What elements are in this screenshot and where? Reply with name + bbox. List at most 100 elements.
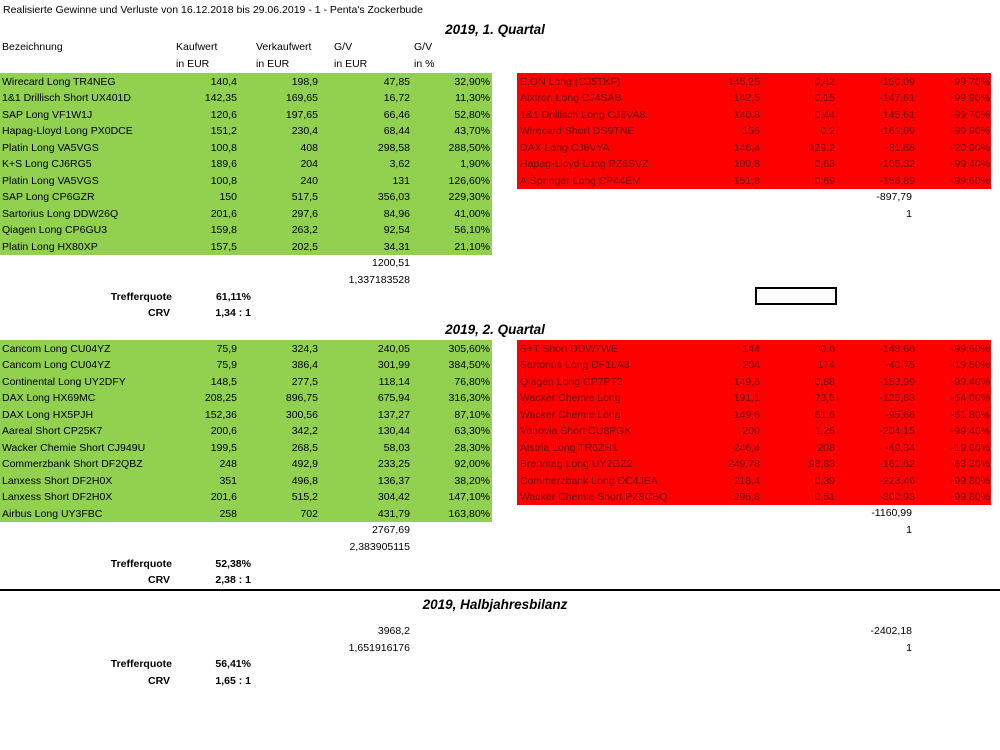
gain-name: Lanxess Short DF2H0X [2, 491, 113, 503]
gain-value: 675,94 [377, 392, 410, 404]
gain-value: 148,5 [210, 375, 237, 388]
gain-value: 431,79 [377, 507, 410, 520]
loss-name: 1&1 Drillisch Long CJ6VA8 [520, 108, 646, 121]
gain-value: 298,58 [377, 141, 410, 154]
loss-name: Hapag-Lloyd Long PZ6SVZ [520, 158, 649, 170]
loss-value: 191,1 [733, 392, 760, 404]
loss-value: 156 [742, 125, 760, 137]
gain-value: 515,2 [291, 491, 318, 503]
loss-name: E.ON Long (CJ5TKF) [520, 75, 621, 88]
gain-value: 21,10% [454, 240, 490, 253]
gain-value: 304,42 [377, 491, 410, 503]
gain-name: Platin Long VA5VGS [2, 174, 99, 187]
gain-name: Airbus Long UY3FBC [2, 507, 103, 520]
loss-value: -99,60% [950, 174, 990, 187]
gain-value: 43,70% [454, 125, 490, 137]
gain-value: 240,05 [377, 342, 410, 355]
loss-name: Vonovia Short CU8PGK [520, 425, 632, 437]
loss-value: -161,09 [879, 125, 915, 137]
loss-value: -99,80% [950, 474, 990, 487]
section-title: 2019, 2. Quartal [445, 322, 545, 337]
gain-value: 198,9 [291, 75, 318, 88]
losses-ratio: 1 [906, 524, 912, 536]
loss-value: -223,46 [879, 474, 915, 487]
gain-value: 136,37 [377, 474, 410, 487]
loss-value: 73,5 [814, 392, 835, 404]
gain-value: 52,80% [454, 108, 490, 121]
gain-value: 189,6 [210, 158, 237, 170]
gain-value: 201,6 [210, 207, 237, 220]
column-header: Kaufwert [176, 41, 218, 53]
loss-name: Aixtron Long CJ4SAB [520, 92, 622, 104]
gain-value: 201,6 [210, 491, 237, 503]
trefferquote: 52,38% [215, 557, 251, 570]
loss-value: -61,80% [950, 408, 990, 421]
loss-value: 100,8 [733, 158, 760, 170]
crv-label: CRV [148, 675, 170, 687]
gain-value: 142,35 [204, 92, 237, 104]
loss-value: -99,90% [950, 125, 990, 137]
loss-value: 145,25 [727, 75, 760, 88]
gain-value: 137,27 [377, 408, 410, 421]
section-title: 2019, Halbjahresbilanz [422, 597, 568, 612]
gain-value: 92,54 [383, 224, 410, 236]
gain-value: 11,30% [455, 92, 490, 104]
loss-value: 0,88 [814, 375, 835, 388]
loss-value: -105,32 [879, 158, 915, 170]
loss-value: 0,42 [814, 75, 835, 88]
gain-value: 58,03 [383, 441, 410, 454]
gain-value: 268,5 [291, 441, 318, 454]
trefferquote: 56,41% [215, 658, 251, 670]
loss-value: -125,83 [879, 392, 915, 404]
crv-label: CRV [148, 306, 170, 319]
loss-value: 218,4 [733, 474, 760, 487]
gains-ratio: 1,337183528 [348, 273, 410, 286]
gains-ratio: 2,383905115 [349, 540, 410, 553]
gain-value: 38,20% [454, 474, 490, 487]
gain-value: 208,25 [204, 392, 237, 404]
loss-name: Commerzbank Long DC4JEA [520, 474, 658, 487]
gain-name: Sartorius Long DDW26Q [2, 207, 119, 220]
divider [0, 589, 1000, 591]
gain-value: 305,60% [448, 342, 490, 355]
loss-value: -40,75 [885, 359, 915, 371]
losses-sum: -1160,99 [871, 507, 912, 519]
loss-value: -148,66 [879, 342, 915, 355]
gain-name: Wacker Chemie Short CJ949U [2, 441, 146, 454]
loss-value: -147,61 [879, 92, 915, 104]
gain-value: 75,9 [216, 359, 237, 371]
gain-value: 248 [219, 458, 237, 470]
loss-value: -99,90% [950, 92, 990, 104]
gains-ratio: 1,651916176 [348, 642, 410, 654]
loss-name: Aistria Long TR6ZH1 [520, 441, 618, 454]
gain-value: 342,2 [291, 425, 318, 437]
crv: 2,38 : 1 [215, 573, 251, 586]
loss-value: -19,60% [950, 441, 990, 454]
loss-value: 0,51 [814, 491, 835, 503]
trefferquote-label: Trefferquote [110, 290, 172, 303]
gain-value: 324,3 [291, 342, 318, 355]
gain-value: 34,31 [383, 240, 410, 253]
loss-name: Wirecard Short DS9TNE [520, 125, 635, 137]
gain-value: 100,8 [210, 141, 237, 154]
gain-name: Lanxess Short DF2H0X [2, 474, 113, 487]
loss-value: 0,15 [814, 92, 835, 104]
loss-value: 149,6 [733, 408, 760, 421]
loss-name: S+T Short DDW7WE [520, 342, 619, 355]
gain-value: 288,50% [448, 141, 490, 154]
trefferquote-label: Trefferquote [110, 658, 172, 670]
gain-name: SAP Long CP6GZR [2, 191, 95, 203]
gain-value: 316,30% [448, 392, 490, 404]
losses-ratio: 1 [906, 642, 912, 654]
column-header: Bezeichnung [2, 41, 63, 53]
gain-value: 356,03 [377, 191, 410, 203]
gain-value: 28,30% [454, 441, 490, 454]
gain-value: 258 [219, 507, 237, 520]
loss-value: 149,6 [733, 375, 760, 388]
crv-label: CRV [148, 573, 170, 586]
selected-cell[interactable] [755, 287, 837, 305]
loss-name: Wacker Chemie Short PZ8CBQ [520, 491, 668, 503]
loss-value: -300,93 [879, 491, 915, 503]
loss-value: 246,4 [733, 441, 760, 454]
loss-value: -19,50% [950, 359, 990, 371]
